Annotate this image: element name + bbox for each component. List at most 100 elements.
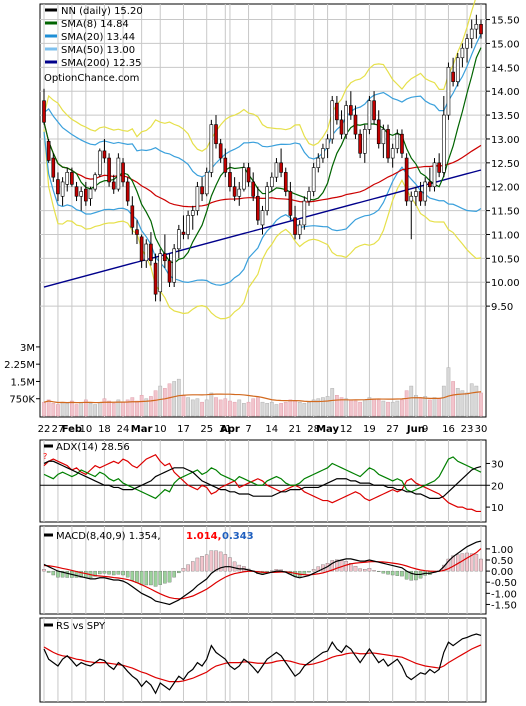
macd-histogram-bar — [344, 561, 348, 572]
candle-body — [279, 162, 283, 173]
candle-body — [339, 119, 344, 135]
candle-body — [214, 124, 218, 145]
volume-bar — [330, 388, 335, 417]
volume-bar — [423, 396, 428, 417]
candle-body — [177, 229, 181, 250]
volume-bar — [60, 401, 65, 417]
volume-bar — [242, 403, 246, 417]
volume-bar — [218, 399, 223, 417]
macd-histogram-bar — [446, 558, 451, 572]
volume-bar — [274, 404, 279, 417]
candle-body — [441, 114, 446, 173]
candle-body — [265, 186, 269, 211]
volume-bar — [116, 399, 121, 417]
volume-bar — [97, 401, 102, 417]
volume-bar — [172, 381, 177, 417]
volume-average-polyline — [43, 391, 482, 404]
adx-tick-label: 20 — [491, 481, 504, 492]
volume-average-line — [43, 391, 482, 404]
legend-price: NN (daily) 15.20 — [61, 6, 143, 17]
candle-body — [232, 186, 237, 197]
volume-bar — [455, 388, 460, 417]
macd-tick-label: -1.00 — [491, 589, 517, 600]
date-tick-label: 21 — [289, 424, 302, 435]
volume-bar — [451, 381, 455, 417]
volume-bar — [200, 401, 204, 417]
candle-body — [204, 172, 209, 195]
volume-bars — [42, 367, 483, 417]
volume-bar — [311, 399, 316, 417]
macd-legend: MACD(8,40,9) 1.354, 1.014, 0.343 — [44, 531, 254, 542]
macd-histogram-bar — [362, 569, 367, 572]
macd-histogram-bar — [204, 554, 209, 572]
macd-histogram-bar — [223, 554, 228, 572]
macd-histogram-bar — [465, 552, 469, 572]
macd-histogram-bar — [358, 568, 362, 572]
candle-body — [111, 181, 116, 190]
date-tick-label: 27 — [386, 424, 399, 435]
adx-legend-mark: ? — [43, 452, 47, 461]
candle-body — [428, 181, 432, 188]
candle-body — [144, 243, 149, 262]
date-tick-label: 25 — [200, 424, 213, 435]
volume-bar — [316, 398, 321, 417]
macd-histogram-bar — [116, 570, 121, 575]
volume-bar — [228, 400, 232, 417]
macd-histogram-bar — [135, 570, 139, 583]
date-tick-label: 31 — [219, 424, 232, 435]
macd-tick-label: -0.50 — [491, 578, 517, 589]
candle-body — [93, 174, 97, 190]
price-tick-label: 13.00 — [491, 135, 520, 146]
volume-tick-label: 1.5M — [10, 377, 35, 388]
macd-signal-line — [43, 548, 482, 600]
candle-body — [130, 205, 135, 228]
macd-histogram-bar — [335, 559, 339, 572]
candle-body — [186, 215, 190, 235]
macd-histogram-bar — [42, 569, 46, 572]
candle-body — [181, 231, 186, 235]
candle-body — [172, 248, 176, 283]
candle-body — [465, 38, 469, 49]
candle-body — [381, 129, 386, 145]
candle-body — [149, 243, 153, 262]
candle-body — [414, 191, 418, 197]
candle-body — [51, 157, 56, 178]
volume-bar — [246, 401, 251, 417]
macd-histogram-bar — [400, 570, 404, 577]
date-tick-label: 28 — [307, 424, 320, 435]
volume-bar — [446, 367, 451, 417]
candle-body — [409, 195, 414, 202]
volume-bar — [251, 398, 256, 417]
macd-histogram-bar — [181, 568, 186, 572]
candle-body — [200, 186, 204, 195]
macd-histogram-bar — [195, 557, 200, 572]
macd-histogram-bar — [414, 570, 418, 581]
rs-label: RS vs SPY — [56, 621, 106, 632]
date-tick-label: 14 — [265, 424, 278, 435]
macd-histogram-bar — [111, 570, 116, 576]
adx-label: ADX(14) 28.56 — [56, 442, 130, 453]
legend-sma50: SMA(50) 13.00 — [61, 45, 135, 56]
candle-body — [358, 133, 362, 154]
macd-label: MACD(8,40,9) 1.354, — [56, 531, 161, 542]
candle-body — [311, 167, 316, 192]
candle-body — [125, 181, 130, 202]
macd-histogram-bar — [469, 553, 474, 572]
volume-bar — [237, 399, 242, 417]
macd-histogram-bar — [367, 568, 372, 572]
volume-axis: 3M 2.25M 1.5M 750K — [4, 343, 40, 406]
volume-bar — [414, 395, 418, 417]
candle-body — [274, 162, 279, 178]
candle-body — [376, 119, 381, 145]
date-tick-label: 10 — [154, 424, 167, 435]
date-tick-label: Feb — [62, 424, 82, 435]
volume-bar — [70, 400, 74, 417]
macd-histogram-bar — [93, 570, 97, 577]
volume-bar — [135, 400, 139, 417]
macd-histogram-bar — [311, 569, 316, 572]
candle-body — [60, 181, 65, 197]
volume-bar — [460, 390, 465, 417]
price-legend: NN (daily) 15.20 SMA(8) 14.84 SMA(20) 13… — [44, 6, 143, 84]
